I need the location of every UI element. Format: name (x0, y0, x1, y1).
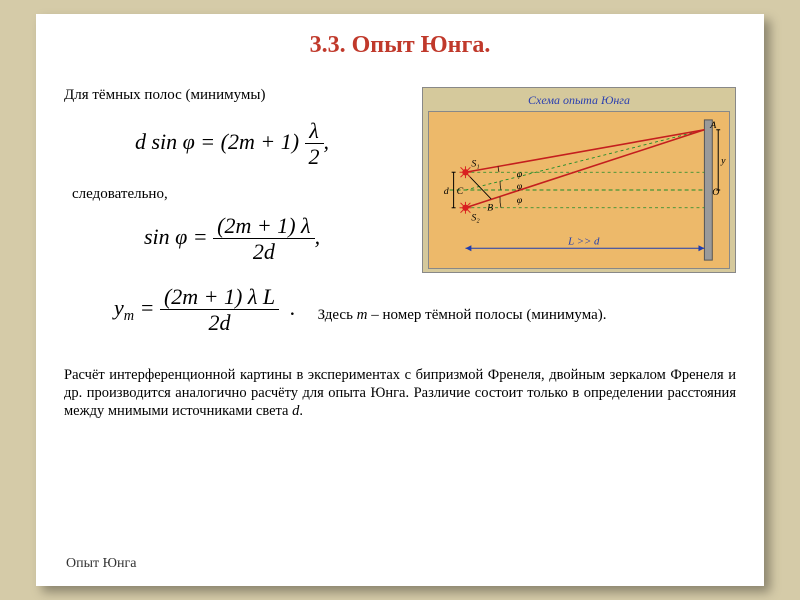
formula-1-den: 2 (305, 143, 324, 169)
formula-2-den: 2d (213, 238, 314, 264)
arc2 (500, 181, 501, 190)
formula-1-paren: (2m + 1) (221, 129, 299, 154)
diagram-svg: S₁ S₂ C B A O d y φ φ φ L >> d (428, 111, 730, 269)
formula-3-frac: (2m + 1) λ L 2d (160, 284, 279, 336)
formula-3-num: (2m + 1) λ L (160, 284, 279, 309)
paragraph-end: . (299, 403, 303, 419)
ray-s1 (465, 130, 704, 172)
lbl-b: B (487, 203, 493, 214)
lbl-d: d (444, 186, 449, 197)
diagram-title: Схема опыта Юнга (428, 93, 730, 108)
lbl-o: O (712, 187, 719, 198)
dark-fringes-label: Для тёмных полос (минимумы) (64, 87, 400, 104)
m-note: Здесь m – номер тёмной полосы (минимума)… (318, 307, 607, 324)
l-arrow-left (465, 245, 471, 251)
diagram-panel: Схема опыта Юнга (422, 87, 736, 273)
lbl-s1: S₁ (471, 158, 479, 169)
formula-3-eq: = (134, 295, 160, 320)
comma2: , (315, 223, 321, 248)
hence-label: следовательно, (72, 186, 400, 203)
formula-1-num: λ (305, 118, 324, 143)
lbl-phi3: φ (517, 195, 523, 206)
lbl-s2: S₂ (471, 213, 480, 224)
m-note-var: m (357, 307, 368, 323)
upper-row: Для тёмных полос (минимумы) d sin φ = (2… (64, 87, 736, 276)
formula-3-sub: m (124, 308, 134, 324)
ray-s2 (465, 130, 704, 208)
formula-1: d sin φ = (2m + 1) λ 2 , (64, 118, 400, 170)
formula-2-frac: (2m + 1) λ 2d (213, 213, 314, 265)
formula-3-y: y (114, 295, 124, 320)
m-note-pre: Здесь (318, 307, 357, 323)
footer-label: Опыт Юнга (66, 556, 136, 572)
arc3 (500, 197, 501, 208)
source-s2 (460, 202, 472, 214)
c-a-line (465, 130, 704, 190)
formula-2-num: (2m + 1) λ (213, 213, 314, 238)
screen-bar (704, 120, 712, 260)
l-arrow-right (698, 245, 704, 251)
lbl-c: C (457, 186, 464, 197)
formula-1-lhs: d sin φ = (135, 129, 221, 154)
lbl-l: L >> d (567, 235, 600, 247)
formula-2-lhs: sin φ = (144, 223, 213, 248)
lbl-a: A (709, 120, 717, 131)
page-title: 3.3. Опыт Юнга. (64, 32, 736, 59)
formula-3: ym = (2m + 1) λ L 2d . (114, 284, 296, 336)
arc1 (498, 166, 499, 172)
lbl-phi1: φ (517, 169, 523, 180)
formula-2: sin φ = (2m + 1) λ 2d , (64, 213, 400, 265)
m-note-post: – номер тёмной полосы (минимума). (368, 307, 607, 323)
formula-3-den: 2d (160, 309, 279, 335)
paragraph-text: Расчёт интерференционной картины в экспе… (64, 367, 736, 419)
comma1: , (324, 129, 330, 154)
body-paragraph: Расчёт интерференционной картины в экспе… (64, 366, 736, 420)
lbl-phi2: φ (517, 181, 523, 192)
lbl-y: y (720, 155, 726, 166)
source-s1 (460, 166, 472, 178)
formula3-row: ym = (2m + 1) λ L 2d . Здесь m – номер т… (64, 284, 736, 348)
period3: . (290, 295, 296, 320)
formula-1-frac: λ 2 (305, 118, 324, 170)
slide: 3.3. Опыт Юнга. Для тёмных полос (миниму… (36, 14, 764, 586)
left-column: Для тёмных полос (минимумы) d sin φ = (2… (64, 87, 400, 276)
